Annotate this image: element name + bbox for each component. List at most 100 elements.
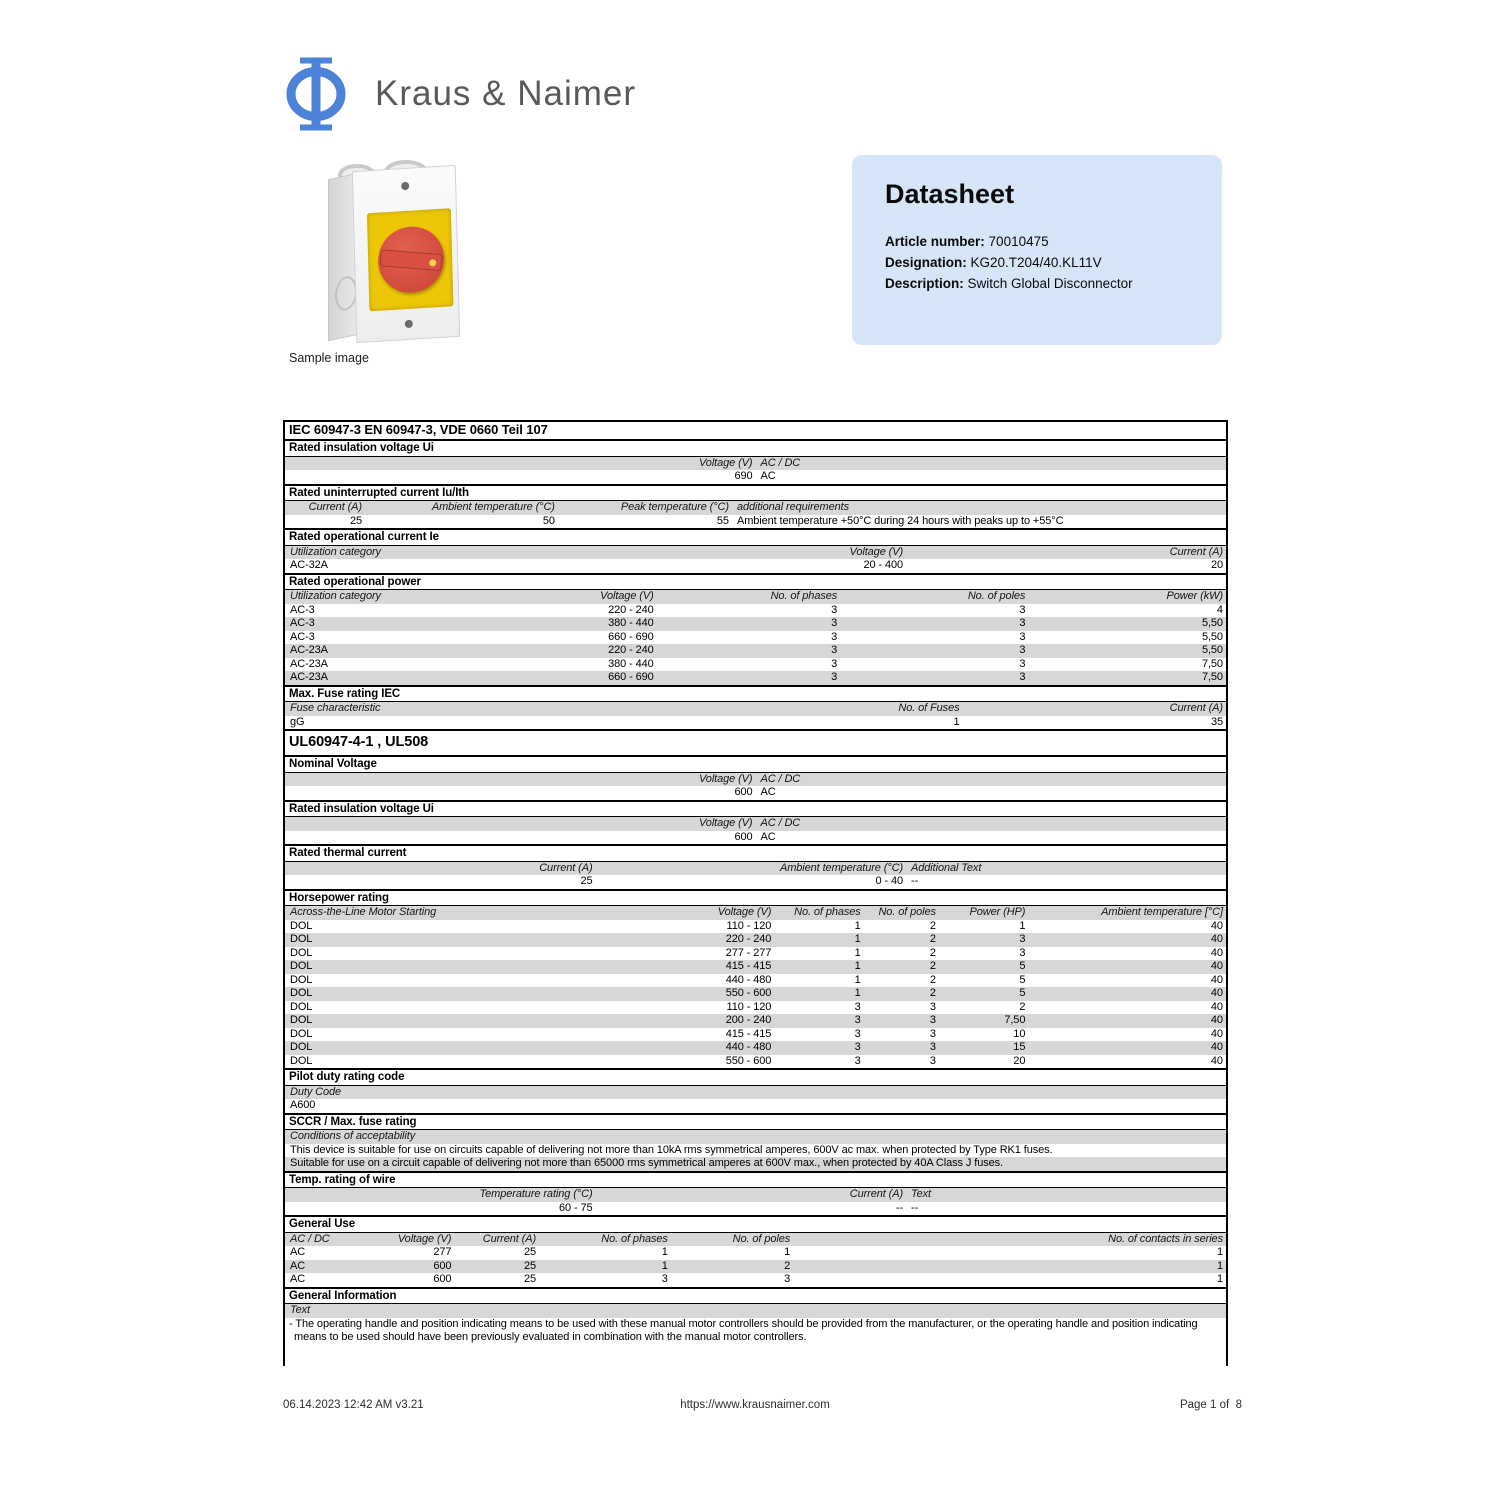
- table-cell: 690: [734, 470, 753, 482]
- table-cell: 3: [1019, 617, 1026, 629]
- table-cell: 1: [854, 960, 861, 972]
- column-header-cell: Power (kW): [1166, 590, 1224, 602]
- table-cell: AC-23A: [290, 671, 328, 683]
- table-cell: 1: [854, 987, 861, 999]
- table-cell: AC: [290, 1246, 306, 1258]
- table-cell: DOL: [290, 1054, 313, 1067]
- table-cell: 2: [929, 946, 936, 959]
- table-cell: 3: [1019, 603, 1026, 616]
- table-cell: 40: [1210, 987, 1223, 999]
- table-cell: 3: [854, 1054, 861, 1067]
- table-row: AC-32A 20 - 400 20: [285, 559, 1226, 573]
- table-header-row: Fuse characteristic No. of Fuses Current (…: [285, 702, 1226, 716]
- table-section-title: Rated thermal current: [285, 844, 1226, 862]
- column-header-cell: No. of Fuses: [898, 702, 960, 714]
- table-section-title: Rated insulation voltage Ui: [285, 799, 1226, 817]
- table-cell: 2: [929, 973, 936, 986]
- table-header-row: Conditions of acceptability: [285, 1130, 1226, 1144]
- table-header-row: Voltage (V) AC / DC: [285, 772, 1226, 786]
- table-row: AC-3 660 - 690 3 3 5,50: [285, 631, 1226, 645]
- table-cell: 220 - 240: [725, 933, 772, 945]
- table-header-row: Duty Code: [285, 1085, 1226, 1099]
- table-header-row: Across-the-Line Motor Starting Voltage (V…: [285, 906, 1226, 920]
- table-cell: 35: [1210, 715, 1223, 728]
- table-cell: 50: [542, 514, 555, 527]
- table-section-title: Max. Fuse rating IEC: [285, 684, 1226, 702]
- column-header-cell: Ambient temperature [°C]: [1101, 906, 1223, 918]
- table-cell: Suitable for use on a circuit capable of…: [290, 1157, 1003, 1169]
- table-cell: DOL: [290, 946, 313, 959]
- table-cell: 3: [929, 1054, 936, 1067]
- column-header-cell: Text: [290, 1304, 310, 1316]
- table-row: DOL 277 - 277 1 2 3 40: [285, 947, 1226, 961]
- table-cell: 415 - 415: [725, 960, 772, 972]
- table-cell: 660 - 690: [608, 630, 654, 643]
- table-cell: 1: [854, 919, 861, 932]
- column-header-cell: Voltage (V): [849, 545, 904, 558]
- table-header-row: Current (A) Ambient temperature (°C) Peak …: [285, 501, 1226, 515]
- table-cell: 40: [1210, 1014, 1223, 1026]
- table-section-title: Rated uninterrupted current Iu/Ith: [285, 483, 1226, 501]
- table-cell: 40: [1210, 960, 1223, 972]
- table-cell: DOL: [290, 987, 313, 999]
- column-header-cell: No. of poles: [732, 1232, 791, 1245]
- table-cell: 2: [784, 1259, 791, 1272]
- table-row: AC-23A 380 - 440 3 3 7,50: [285, 658, 1226, 672]
- table-row: DOL 110 - 120 1 2 1 40: [285, 920, 1226, 934]
- table-cell: DOL: [290, 1041, 313, 1053]
- column-header-cell: Current (A): [539, 861, 593, 874]
- table-cell: 0 - 40: [875, 875, 904, 887]
- table-cell: 600: [433, 1259, 452, 1272]
- yellow-plate: [366, 208, 454, 312]
- table-cell: DOL: [290, 973, 313, 986]
- brand-name: Kraus & Naimer: [375, 74, 637, 113]
- article-number-label: Article number:: [885, 234, 985, 249]
- table-cell: 15: [1013, 1041, 1026, 1053]
- red-rotary-knob: [377, 224, 445, 295]
- table-cell: 3: [831, 671, 838, 683]
- table-cell: 3: [1019, 657, 1026, 670]
- table-cell: 3: [929, 1041, 936, 1053]
- column-header-cell: No. of phases: [601, 1232, 668, 1245]
- screw: [401, 181, 410, 191]
- table-cell: 1: [854, 933, 861, 945]
- column-header-cell: Utilization category: [290, 590, 381, 602]
- table-header-row: Voltage (V) AC / DC: [285, 456, 1226, 470]
- table-cell: 1: [1216, 1273, 1223, 1285]
- table-cell: gG: [290, 715, 305, 728]
- table-cell: DOL: [290, 960, 313, 972]
- table-row: 690 AC: [285, 470, 1226, 484]
- table-cell: 40: [1210, 973, 1223, 986]
- table-section-title: General Information: [285, 1286, 1226, 1304]
- table-cell: 110 - 120: [726, 919, 772, 932]
- table-cell: - The operating handle and position indi…: [289, 1317, 1198, 1344]
- table-cell: 4: [1216, 603, 1223, 616]
- table-cell: 7,50: [1201, 671, 1223, 683]
- table-cell: 380 - 440: [608, 657, 654, 670]
- table-cell: 3: [854, 1027, 861, 1040]
- table-section-title: Rated insulation voltage Ui: [285, 440, 1226, 457]
- table-row: DOL 415 - 415 3 3 10 40: [285, 1028, 1226, 1042]
- column-header-cell: No. of poles: [878, 906, 936, 918]
- table-cell: 25: [580, 875, 593, 887]
- table-cell: 5,50: [1201, 644, 1223, 656]
- footer-url: https://www.krausnaimer.com: [680, 1399, 830, 1411]
- table-row: AC-23A 660 - 690 3 3 7,50: [285, 671, 1226, 685]
- table-header-row: Utilization category Voltage (V) No. of ph…: [285, 590, 1226, 604]
- table-cell: 277 - 277: [725, 946, 772, 959]
- column-header-cell: Voltage (V): [600, 590, 654, 602]
- table-cell: 40: [1210, 1027, 1223, 1040]
- table-group-header: UL60947-4-1 , UL508: [285, 729, 1226, 756]
- column-header-cell: No. of contacts in series: [1108, 1232, 1223, 1245]
- table-row: gG 1 35: [285, 716, 1226, 730]
- table-cell: 3: [929, 1000, 936, 1013]
- table-cell: 40: [1210, 933, 1223, 945]
- table-cell: 660 - 690: [608, 671, 654, 683]
- table-cell: 3: [831, 630, 838, 643]
- table-cell: 3: [784, 1273, 791, 1285]
- screw: [404, 319, 413, 329]
- table-cell: 1: [854, 946, 861, 959]
- table-cell: 7,50: [1004, 1014, 1026, 1026]
- table-section-title: Temp. rating of wire: [285, 1170, 1226, 1188]
- table-row: 25 0 - 40 --: [285, 875, 1226, 889]
